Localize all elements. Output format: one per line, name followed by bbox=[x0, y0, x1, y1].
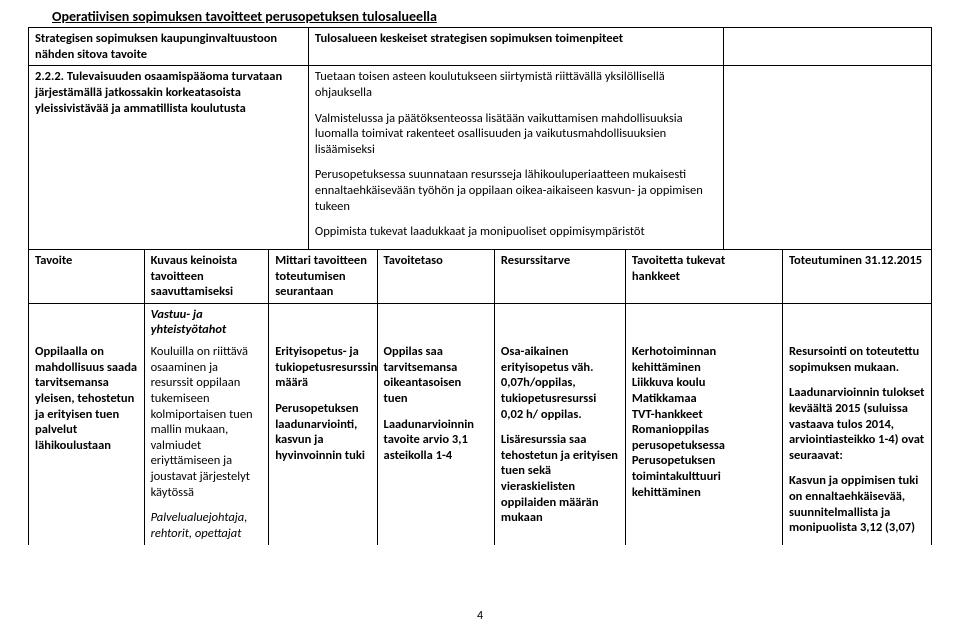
row-c5-top bbox=[494, 303, 625, 341]
hdr-tavoite: Tavoite bbox=[29, 249, 145, 303]
top-r1c3 bbox=[724, 28, 932, 66]
hdr-tavoitetaso: Tavoitetaso bbox=[377, 249, 494, 303]
row-c6-top bbox=[625, 303, 782, 341]
row-c7-p3: Kasvun ja oppimisen tuki on ennaltaehkäi… bbox=[789, 473, 925, 536]
top-table: Strategisen sopimuksen kaupunginvaltuust… bbox=[28, 27, 932, 249]
top-r2c2: Tuetaan toisen asteen koulutukseen siirt… bbox=[308, 66, 723, 243]
row-c5-p1: Osa-aikainen erityisopetus väh. 0,07h/op… bbox=[501, 344, 619, 422]
top-r2c2-p3: Perusopetuksessa suunnataan resursseja l… bbox=[315, 167, 717, 214]
row-c7-p2: Laadunarvioinnin tulokset keväältä 2015 … bbox=[789, 385, 925, 463]
row-c2-p1: Kouluilla on riittävä osaaminen ja resur… bbox=[151, 344, 263, 500]
top-r2c1: 2.2.2. Tulevaisuuden osaamispääoma turva… bbox=[29, 66, 309, 243]
top-r2c2-p4: Oppimista tukevat laadukkaat ja monipuol… bbox=[315, 224, 717, 240]
page-number: 4 bbox=[0, 609, 960, 623]
row-c3-p1: Erityisopetus- ja tukiopetusresurssin mä… bbox=[275, 344, 370, 391]
row-c4-top bbox=[377, 303, 494, 341]
top-r2c2-p1: Tuetaan toisen asteen koulutukseen siirt… bbox=[315, 69, 717, 100]
row-c3-p2: Perusopetuksen laadunarviointi, kasvun j… bbox=[275, 401, 370, 464]
row-c3-top bbox=[269, 303, 377, 341]
row-c5-p2: Lisäresurssia saa tehostetun ja erityise… bbox=[501, 432, 619, 526]
top-r2c2-p2: Valmistelussa ja päätöksenteossa lisätää… bbox=[315, 111, 717, 158]
row-c7: Resursointi on toteutettu sopimuksen muk… bbox=[782, 341, 931, 545]
row-c3: Erityisopetus- ja tukiopetusresurssin mä… bbox=[269, 341, 377, 545]
hdr-toteutuminen: Toteutuminen 31.12.2015 bbox=[782, 249, 931, 303]
hdr-hankkeet: Tavoitetta tukevat hankkeet bbox=[625, 249, 782, 303]
row-c6: Kerhotoiminnan kehittäminen Liikkuva kou… bbox=[625, 341, 782, 545]
row-c7-top bbox=[782, 303, 931, 341]
table-row: Oppilaalla on mahdollisuus saada tarvits… bbox=[29, 341, 932, 545]
top-r1c2: Tulosalueen keskeiset strategisen sopimu… bbox=[308, 28, 723, 66]
page-title: Operatiivisen sopimuksen tavoitteet peru… bbox=[52, 8, 932, 25]
row-c7-p1: Resursointi on toteutettu sopimuksen muk… bbox=[789, 344, 925, 375]
row-c2-p2: Palvelualuejohtaja, rehtorit, opettajat bbox=[151, 510, 263, 541]
hdr-resurssitarve: Resurssitarve bbox=[494, 249, 625, 303]
row-c4-p1: Oppilas saa tarvitsemansa oikeantasoisen… bbox=[384, 344, 488, 407]
row-c1: Oppilaalla on mahdollisuus saada tarvits… bbox=[29, 341, 145, 545]
top-r1c1: Strategisen sopimuksen kaupunginvaltuust… bbox=[29, 28, 309, 66]
hdr-mittari: Mittari tavoitteen toteutumisen seuranta… bbox=[269, 249, 377, 303]
row-c5: Osa-aikainen erityisopetus väh. 0,07h/op… bbox=[494, 341, 625, 545]
row-c4-p2: Laadunarvioinnin tavoite arvio 3,1 astei… bbox=[384, 417, 488, 464]
hdr-kuvaus: Kuvaus keinoista tavoitteen saavuttamise… bbox=[144, 249, 269, 303]
top-r2c3 bbox=[724, 66, 932, 243]
row-c2: Kouluilla on riittävä osaaminen ja resur… bbox=[144, 341, 269, 545]
row-subheader: Vastuu- ja yhteistyötahot bbox=[144, 303, 269, 341]
detail-table: Tavoite Kuvaus keinoista tavoitteen saav… bbox=[28, 249, 932, 545]
row-c1-top bbox=[29, 303, 145, 341]
row-c4: Oppilas saa tarvitsemansa oikeantasoisen… bbox=[377, 341, 494, 545]
